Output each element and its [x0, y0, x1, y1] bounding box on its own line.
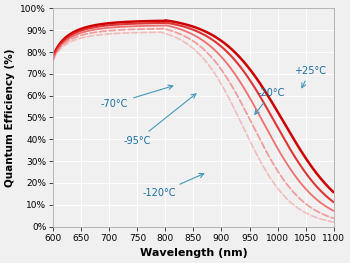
Text: -70°C: -70°C: [101, 85, 173, 109]
Text: +25°C: +25°C: [294, 66, 327, 88]
Text: -20°C: -20°C: [255, 88, 285, 114]
Text: -120°C: -120°C: [143, 173, 204, 198]
Text: -95°C: -95°C: [123, 94, 196, 146]
Y-axis label: Quantum Efficiency (%): Quantum Efficiency (%): [5, 48, 15, 187]
X-axis label: Wavelength (nm): Wavelength (nm): [140, 248, 247, 258]
